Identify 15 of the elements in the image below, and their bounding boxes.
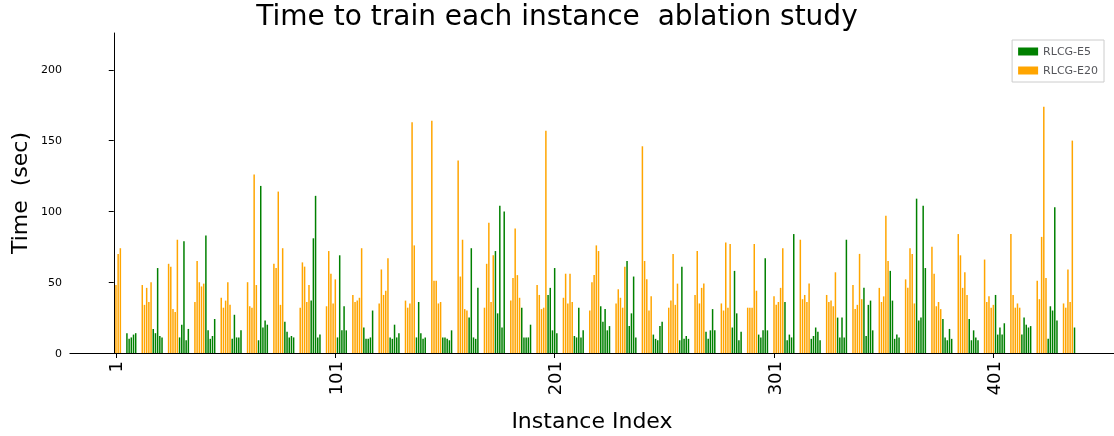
y-tick-label: 0 <box>54 346 62 360</box>
legend-label: RLCG-E20 <box>1043 64 1099 77</box>
y-tick-label: 200 <box>40 63 62 77</box>
y-tick-label: 150 <box>40 134 62 148</box>
x-axis-title: Instance Index <box>511 407 673 433</box>
y-tick-label: 100 <box>40 204 62 218</box>
x-tick-label: 401 <box>982 361 1004 396</box>
legend-label: RLCG-E5 <box>1043 45 1092 58</box>
chart-title: Time to train each instance ablation study <box>255 0 858 32</box>
x-tick-label: 201 <box>544 361 566 396</box>
x-tick-label: 101 <box>324 361 346 396</box>
x-tick-label: 1 <box>105 361 127 373</box>
y-tick-label: 50 <box>47 275 62 289</box>
x-tick-label: 301 <box>763 361 785 396</box>
y-axis-title: Time (sec) <box>6 131 32 256</box>
